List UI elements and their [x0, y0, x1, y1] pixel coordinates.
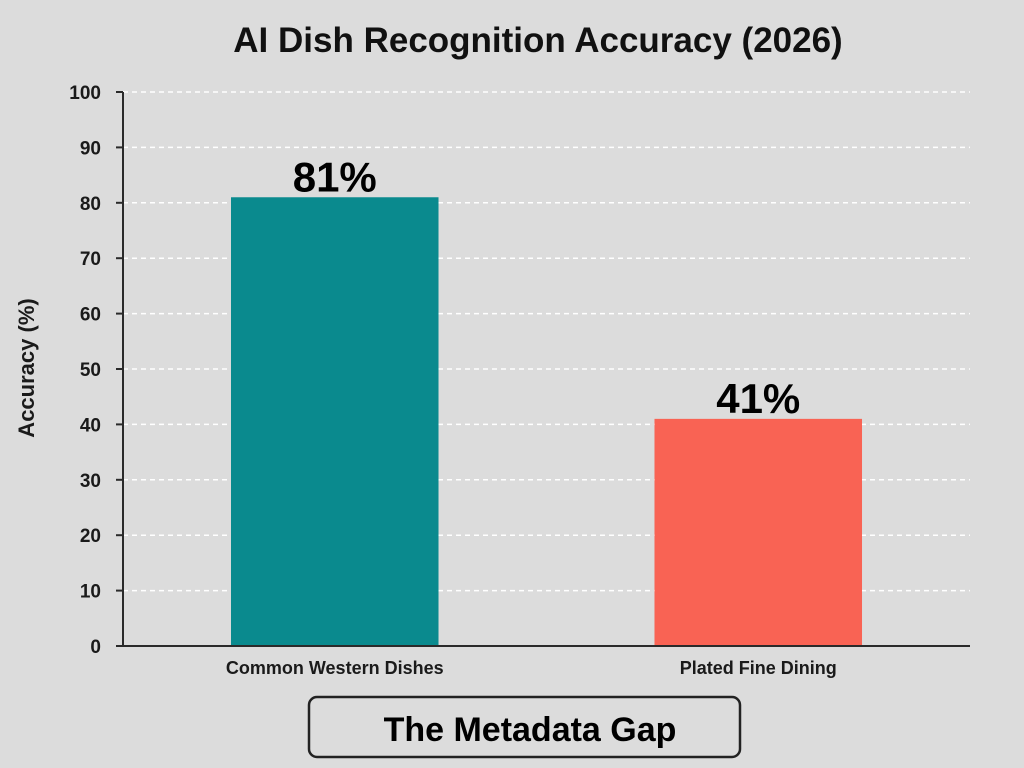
bar-value-label: 41%	[716, 375, 800, 422]
annotation-text: The Metadata Gap	[384, 711, 677, 749]
bars: 81% Common Western Dishes 41% Plated Fine D…	[226, 153, 863, 678]
x-category-label: Plated Fine Dining	[680, 658, 837, 678]
y-axis-label: Accuracy (%)	[14, 298, 39, 437]
y-tick-label: 40	[80, 415, 101, 436]
y-tick-label: 70	[80, 249, 101, 270]
y-tick-label: 60	[80, 305, 101, 326]
y-tick-label: 80	[80, 194, 101, 215]
bar	[230, 197, 439, 646]
bar	[654, 418, 863, 646]
y-axis-ticks: 0 10 20 30 40 50 60 70 80 90 100	[69, 83, 123, 658]
chart-title: AI Dish Recognition Accuracy (2026)	[233, 21, 842, 60]
y-tick-label: 20	[80, 526, 101, 547]
y-tick-label: 50	[80, 360, 101, 381]
x-category-label: Common Western Dishes	[226, 658, 444, 678]
annotation-badge: The Metadata Gap	[307, 695, 742, 759]
y-tick-label: 10	[80, 582, 101, 603]
y-tick-label: 0	[90, 637, 101, 658]
y-tick-label: 100	[69, 83, 101, 104]
y-tick-label: 30	[80, 471, 101, 492]
annotation-box	[307, 695, 742, 759]
y-tick-label: 90	[80, 138, 101, 159]
bar-value-label: 81%	[293, 153, 377, 200]
